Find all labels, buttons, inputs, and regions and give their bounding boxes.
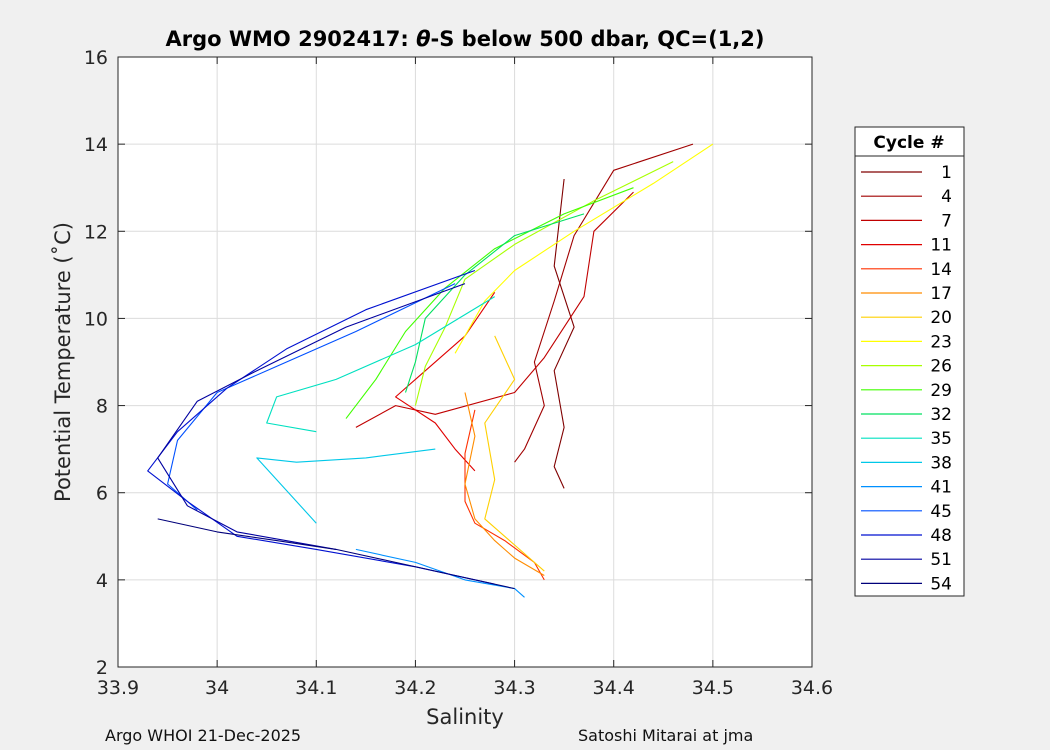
x-tick-label: 33.9 [97,677,139,699]
x-tick-label: 34.4 [593,677,635,699]
series-line-cycle-45 [167,283,456,511]
legend-label-cycle-29: 29 [930,381,952,401]
legend-label-cycle-7: 7 [941,211,952,231]
series-line-cycle-54 [157,518,515,590]
y-tick-label: 16 [84,47,108,69]
plot-area [118,57,812,667]
legend-label-cycle-23: 23 [930,332,952,352]
legend-title: Cycle # [873,133,944,153]
y-tick-label: 6 [96,483,108,505]
y-tick-label: 4 [96,570,108,592]
legend-label-cycle-17: 17 [930,284,952,304]
x-tick-label: 34.6 [791,677,833,699]
legend: Cycle # 14711141720232629323538414548515… [854,126,965,597]
y-tick-label: 10 [84,308,108,330]
series-line-cycle-41 [355,548,525,598]
series-lines [147,143,714,598]
series-line-cycle-23 [454,143,714,354]
legend-label-cycle-14: 14 [930,260,952,280]
y-axis-label: Potential Temperature (˚C) [51,222,75,502]
legend-label-cycle-1: 1 [941,163,952,183]
y-tick-label: 14 [84,134,108,156]
legend-label-cycle-51: 51 [930,550,952,570]
x-tick-label: 34.1 [295,677,337,699]
footer-right: Satoshi Mitarai at jma [578,726,754,745]
x-tick-label: 34.2 [394,677,436,699]
series-line-cycle-48 [147,269,495,585]
y-tick-label: 8 [96,396,108,418]
legend-label-cycle-11: 11 [930,236,952,256]
title-prefix: Argo WMO 2902417: [165,27,416,51]
chart-title: Argo WMO 2902417: θ-S below 500 dbar, QC… [165,27,764,51]
legend-label-cycle-20: 20 [930,308,952,328]
series-line-cycle-7 [355,191,634,428]
series-line-cycle-35 [266,296,495,433]
series-line-cycle-32 [404,213,585,393]
x-axis-label: Salinity [426,705,504,729]
legend-label-cycle-32: 32 [930,405,952,425]
series-line-cycle-20 [484,335,545,572]
series-line-cycle-51 [157,283,466,550]
x-tick-label: 34.5 [692,677,734,699]
legend-label-cycle-45: 45 [930,502,952,522]
x-tick-label: 34.3 [493,677,535,699]
legend-box [854,126,965,597]
plot-frame [117,56,813,668]
legend-label-cycle-38: 38 [930,453,952,473]
title-suffix: -S below 500 dbar, QC=(1,2) [431,27,765,51]
grid-lines [117,56,813,668]
x-tick-label: 34 [205,677,229,699]
series-line-cycle-26 [414,161,674,406]
series-line-cycle-38 [256,448,436,524]
legend-label-cycle-54: 54 [930,574,952,594]
series-line-cycle-1 [553,178,575,489]
footer-left: Argo WHOI 21-Dec-2025 [105,726,302,745]
series-line-cycle-17 [464,392,545,576]
legend-label-cycle-4: 4 [941,187,952,207]
legend-label-cycle-26: 26 [930,357,952,377]
title-theta: θ [416,27,430,51]
series-line-cycle-4 [514,143,694,463]
legend-label-cycle-35: 35 [930,429,952,449]
axis-ticks: 33.9 34 34.1 34.2 34.3 34.4 34.5 34.6 2 4 6 8 10 12 14… [84,47,833,699]
legend-label-cycle-41: 41 [930,478,952,498]
y-tick-label: 12 [84,221,108,243]
y-tick-label: 2 [96,657,108,679]
legend-label-cycle-48: 48 [930,526,952,546]
